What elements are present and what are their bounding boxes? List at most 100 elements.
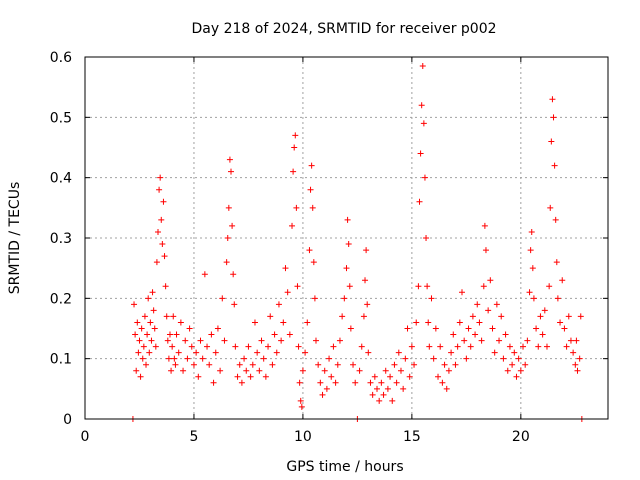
data-point [221,337,228,344]
data-point [474,301,481,308]
data-point [529,265,536,272]
data-point [309,204,316,211]
data-point [226,156,233,163]
data-point [397,367,404,374]
data-point [251,319,258,326]
data-point [254,349,261,356]
data-point [345,241,352,248]
data-point [241,355,248,362]
data-point [141,313,148,320]
data-point [168,367,175,374]
data-point [169,343,176,350]
data-point [302,349,309,356]
data-point [182,337,189,344]
data-point [557,319,564,326]
data-point [311,295,318,302]
data-point [498,313,505,320]
data-point [341,295,348,302]
data-point [256,367,263,374]
data-point [132,331,139,338]
data-point [152,343,159,350]
data-point [504,367,511,374]
data-point [243,367,250,374]
data-point [308,162,315,169]
data-point [230,271,237,278]
data-point [439,379,446,386]
data-point [365,349,372,356]
data-point [184,355,191,362]
data-point [576,355,583,362]
data-point [546,283,553,290]
data-point [217,367,224,374]
data-point [551,162,558,169]
y-tick-label: 0 [63,412,72,428]
data-point [421,174,428,181]
data-point [173,331,180,338]
data-point [165,355,172,362]
data-point [137,373,144,380]
data-point [175,349,182,356]
data-point [480,283,487,290]
data-point [295,343,302,350]
data-point [547,204,554,211]
data-point [367,379,374,386]
data-point [413,319,420,326]
data-point [363,247,370,254]
data-point [402,355,409,362]
data-point [517,367,524,374]
data-point [472,331,479,338]
data-point [223,259,230,266]
data-point [339,313,346,320]
data-point [195,373,202,380]
data-point [437,343,444,350]
data-point [478,337,485,344]
data-point [482,247,489,254]
data-point [145,295,152,302]
data-point [160,198,167,205]
data-point [147,319,154,326]
data-point [164,337,171,344]
data-point [425,319,432,326]
data-point [487,277,494,284]
data-point [332,379,339,386]
data-point [278,337,285,344]
data-point [321,367,328,374]
data-point [489,325,496,332]
data-point [245,343,252,350]
data-point [448,349,455,356]
data-point [533,325,540,332]
data-point [561,325,568,332]
data-point [358,343,365,350]
data-point [162,283,169,290]
data-point [150,307,157,314]
data-point [543,343,550,350]
data-point [328,373,335,380]
data-point [511,349,518,356]
data-point [430,355,437,362]
data-point [417,150,424,157]
data-point [391,361,398,368]
y-tick-label: 0.6 [50,50,72,66]
data-point [502,331,509,338]
data-point [131,301,138,308]
data-point [204,343,211,350]
data-point [292,132,299,139]
data-point [171,355,178,362]
data-point [400,385,407,392]
data-point [435,373,442,380]
data-point [265,343,272,350]
data-point [537,313,544,320]
data-point [294,283,301,290]
data-point [315,361,322,368]
data-point [515,355,522,362]
data-point [262,373,269,380]
data-point [528,228,535,235]
data-point [554,295,561,302]
data-point [419,63,426,70]
data-point [369,391,376,398]
x-axis-label: GPS time / hours [286,459,403,475]
data-point [229,222,236,229]
data-point [452,361,459,368]
data-point [577,313,584,320]
